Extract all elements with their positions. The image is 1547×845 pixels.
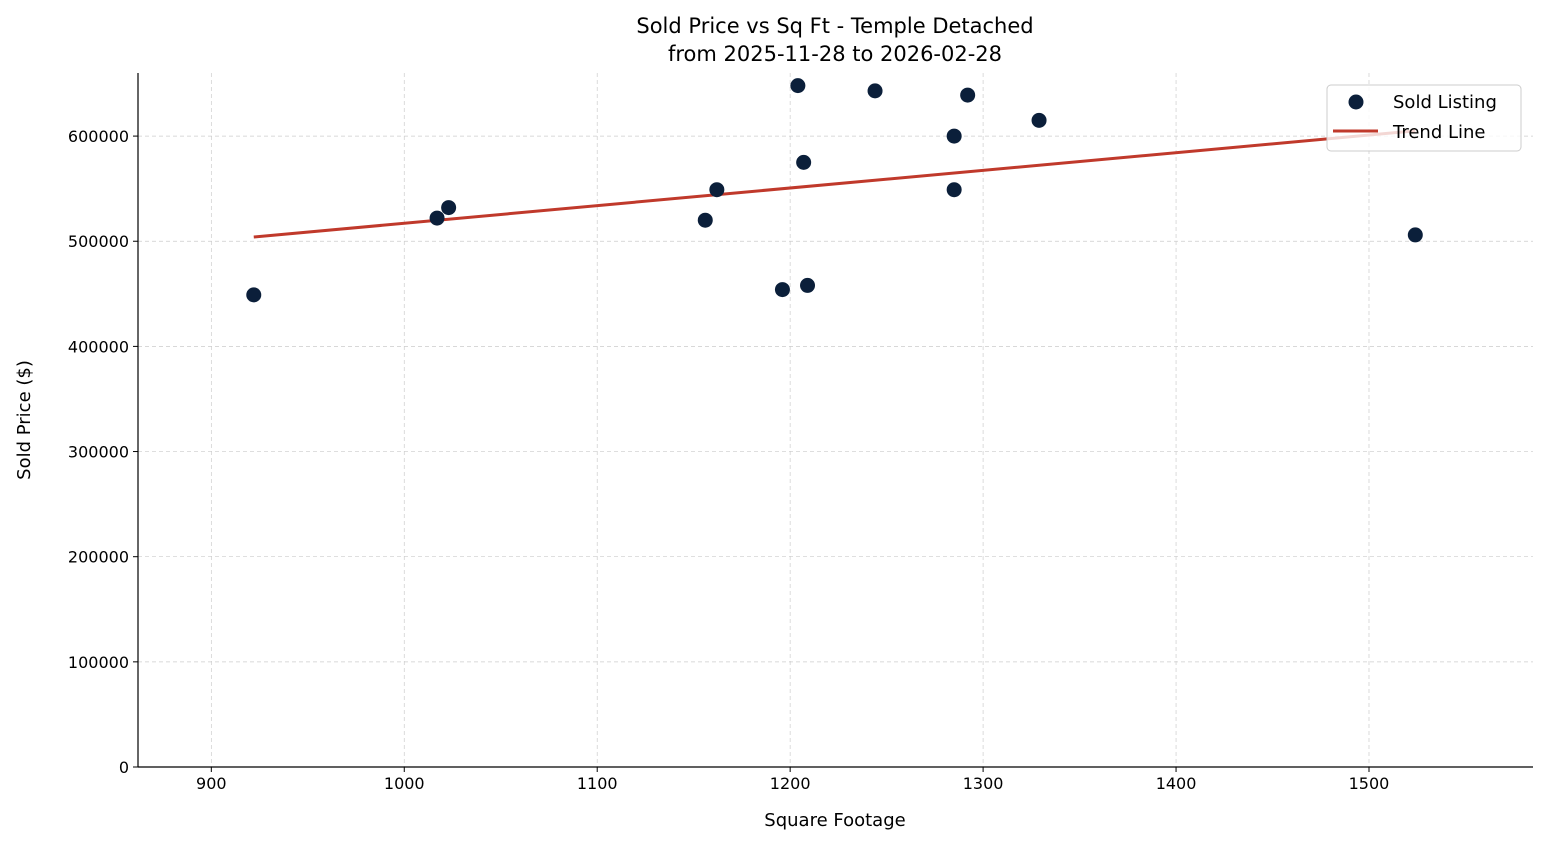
x-tick-label: 1100 (577, 774, 618, 793)
y-tick-label: 500000 (68, 232, 129, 251)
x-tick-label: 1500 (1349, 774, 1390, 793)
x-tick-label: 1400 (1156, 774, 1197, 793)
data-point (796, 154, 812, 170)
data-point (709, 182, 725, 198)
data-point (246, 287, 262, 303)
x-tick-label: 1200 (770, 774, 811, 793)
legend-marker-sold-listing (1348, 94, 1364, 110)
trend-line (253, 129, 1416, 239)
data-point (800, 277, 816, 293)
chart-subtitle: from 2025-11-28 to 2026-02-28 (668, 42, 1002, 66)
x-tick-label: 1000 (384, 774, 425, 793)
data-point (960, 87, 976, 103)
data-point (946, 128, 962, 144)
data-point (1407, 227, 1423, 243)
data-point (790, 78, 806, 94)
data-point (429, 210, 445, 226)
legend-label: Sold Listing (1393, 92, 1497, 113)
data-point (1031, 112, 1047, 128)
y-tick-label: 300000 (68, 443, 129, 462)
y-tick-label: 600000 (68, 127, 129, 146)
x-tick-label: 1300 (963, 774, 1004, 793)
data-point (946, 182, 962, 198)
legend-label: Trend Line (1392, 122, 1486, 143)
legend (1326, 84, 1522, 152)
chart-title: Sold Price vs Sq Ft - Temple Detached (636, 14, 1033, 38)
data-point (867, 83, 883, 99)
y-tick-label: 200000 (68, 548, 129, 567)
y-tick-label: 100000 (68, 653, 129, 672)
data-point (697, 212, 713, 228)
x-axis-label: Square Footage (764, 810, 905, 831)
y-tick-label: 400000 (68, 337, 129, 356)
y-axis-label: Sold Price ($) (14, 360, 35, 480)
data-point (441, 200, 457, 216)
data-point (774, 282, 790, 298)
y-tick-label: 0 (119, 758, 129, 777)
x-tick-label: 900 (196, 774, 227, 793)
